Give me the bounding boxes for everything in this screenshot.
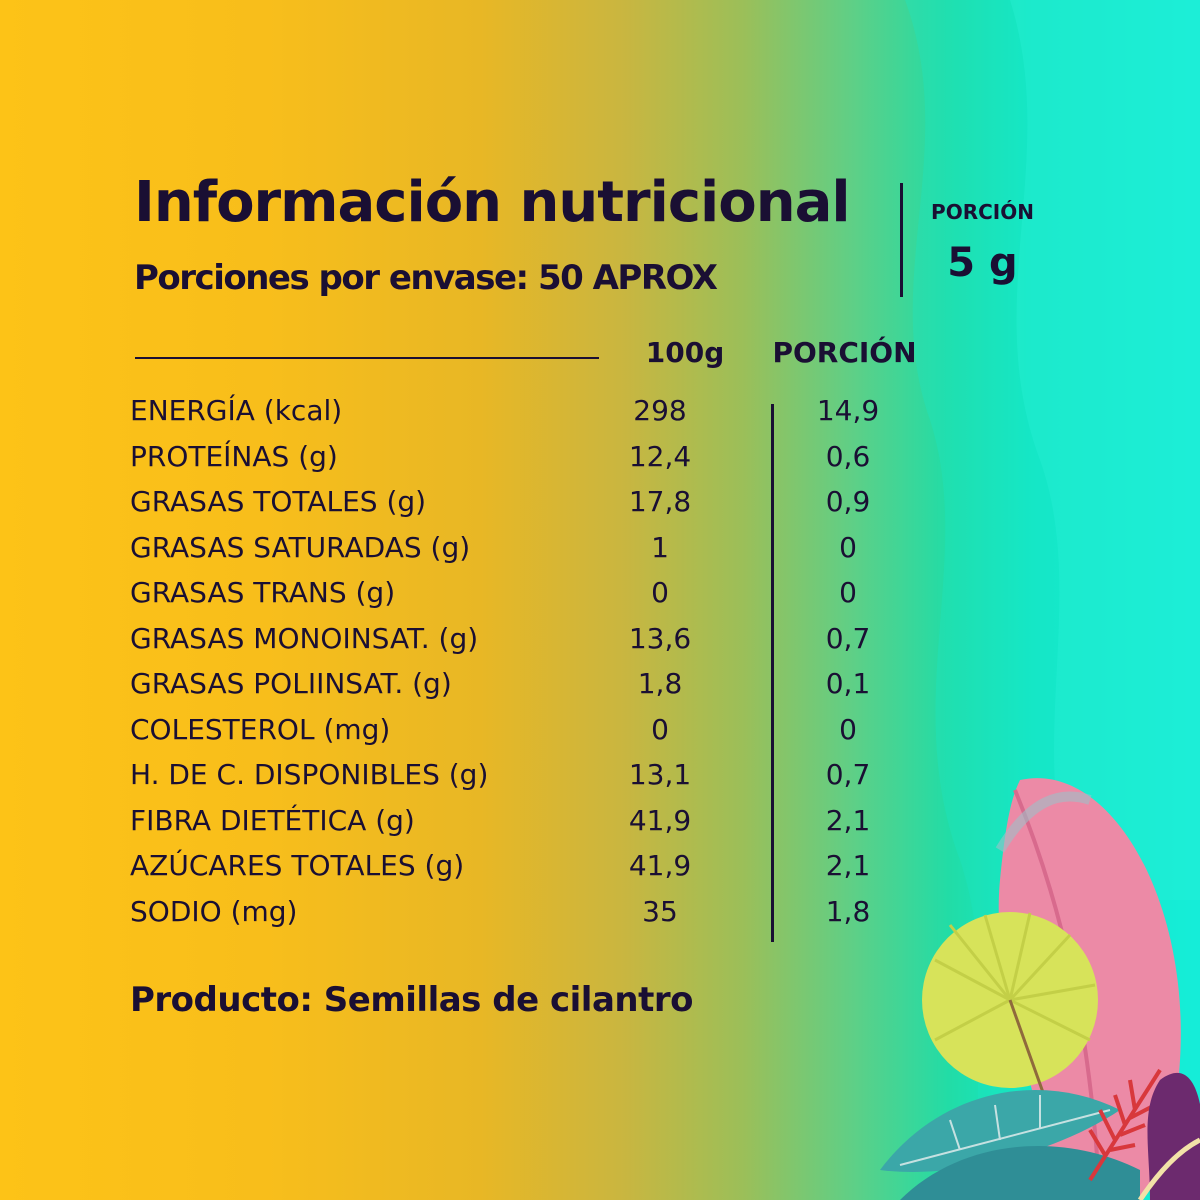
value-per-100g: 1,8: [637, 667, 683, 700]
value-per-100g: 41,9: [628, 803, 692, 837]
table-row: GRASAS MONOINSAT. (g) 13,6 0,7: [130, 616, 930, 662]
nutrient-name: GRASAS POLIINSAT. (g): [130, 667, 452, 700]
nutrient-name: GRASAS TOTALES (g): [130, 485, 427, 518]
portion-label: PORCIÓN: [931, 200, 1034, 224]
value-per-100g: 1: [651, 530, 669, 564]
column-header-portion: PORCIÓN: [772, 336, 917, 369]
nutrient-name: SODIO (mg): [130, 894, 298, 928]
nutrient-name: ENERGÍA (kcal): [130, 394, 343, 427]
value-per-portion: 0,1: [825, 667, 871, 700]
table-row: GRASAS TRANS (g) 0 0: [130, 570, 930, 616]
value-per-100g: 298: [633, 394, 687, 427]
table-row: COLESTEROL (mg) 0 0: [130, 707, 930, 753]
value-per-portion: 0,9: [825, 485, 871, 518]
value-per-100g: 13,6: [628, 621, 692, 655]
nutrient-name: AZÚCARES TOTALES (g): [130, 849, 465, 882]
table-row: FIBRA DIETÉTICA (g) 41,9 2,1: [130, 798, 930, 844]
value-per-100g: 13,1: [628, 758, 692, 791]
table-row: ENERGÍA (kcal) 298 14,9: [130, 388, 930, 434]
value-per-100g: 0: [651, 712, 669, 746]
value-per-100g: 35: [642, 894, 678, 928]
nutrient-name: PROTEÍNAS (g): [130, 439, 338, 473]
page-title: Información nutricional: [134, 170, 851, 235]
column-header-100g: 100g: [645, 336, 725, 369]
nutrient-name: GRASAS SATURADAS (g): [130, 530, 471, 564]
value-per-100g: 17,8: [628, 485, 692, 518]
value-per-portion: 0,7: [825, 758, 871, 791]
nutrient-name: H. DE C. DISPONIBLES (g): [130, 758, 489, 791]
nutrient-name: GRASAS TRANS (g): [130, 576, 396, 609]
table-row: AZÚCARES TOTALES (g) 41,9 2,1: [130, 843, 930, 889]
table-row: SODIO (mg) 35 1,8: [130, 889, 930, 935]
nutrient-name: GRASAS MONOINSAT. (g): [130, 621, 479, 655]
value-per-portion: 2,1: [825, 803, 871, 837]
column-divider: [771, 404, 774, 942]
value-per-portion: 2,1: [825, 849, 871, 882]
portion-size: 5 g: [947, 240, 1018, 286]
table-row: GRASAS SATURADAS (g) 1 0: [130, 525, 930, 571]
table-row: H. DE C. DISPONIBLES (g) 13,1 0,7: [130, 752, 930, 798]
table-header-rule: [135, 357, 599, 359]
nutrition-table: ENERGÍA (kcal) 298 14,9 PROTEÍNAS (g) 12…: [130, 388, 930, 934]
value-per-100g: 12,4: [628, 439, 692, 473]
value-per-100g: 0: [651, 576, 669, 609]
value-per-portion: 0,6: [825, 439, 871, 473]
value-per-portion: 1,8: [825, 894, 871, 928]
table-row: GRASAS POLIINSAT. (g) 1,8 0,1: [130, 661, 930, 707]
value-per-portion: 0: [839, 530, 857, 564]
table-row: PROTEÍNAS (g) 12,4 0,6: [130, 434, 930, 480]
value-per-100g: 41,9: [628, 849, 692, 882]
product-name: Producto: Semillas de cilantro: [130, 980, 693, 1020]
nutrient-name: FIBRA DIETÉTICA (g): [130, 803, 415, 837]
servings-per-package: Porciones por envase: 50 APROX: [134, 258, 718, 298]
nutrient-name: COLESTEROL (mg): [130, 712, 391, 746]
header-divider: [900, 183, 903, 297]
value-per-portion: 0: [839, 712, 857, 746]
value-per-portion: 0: [839, 576, 857, 609]
value-per-portion: 14,9: [816, 394, 880, 427]
table-row: GRASAS TOTALES (g) 17,8 0,9: [130, 479, 930, 525]
value-per-portion: 0,7: [825, 621, 871, 655]
